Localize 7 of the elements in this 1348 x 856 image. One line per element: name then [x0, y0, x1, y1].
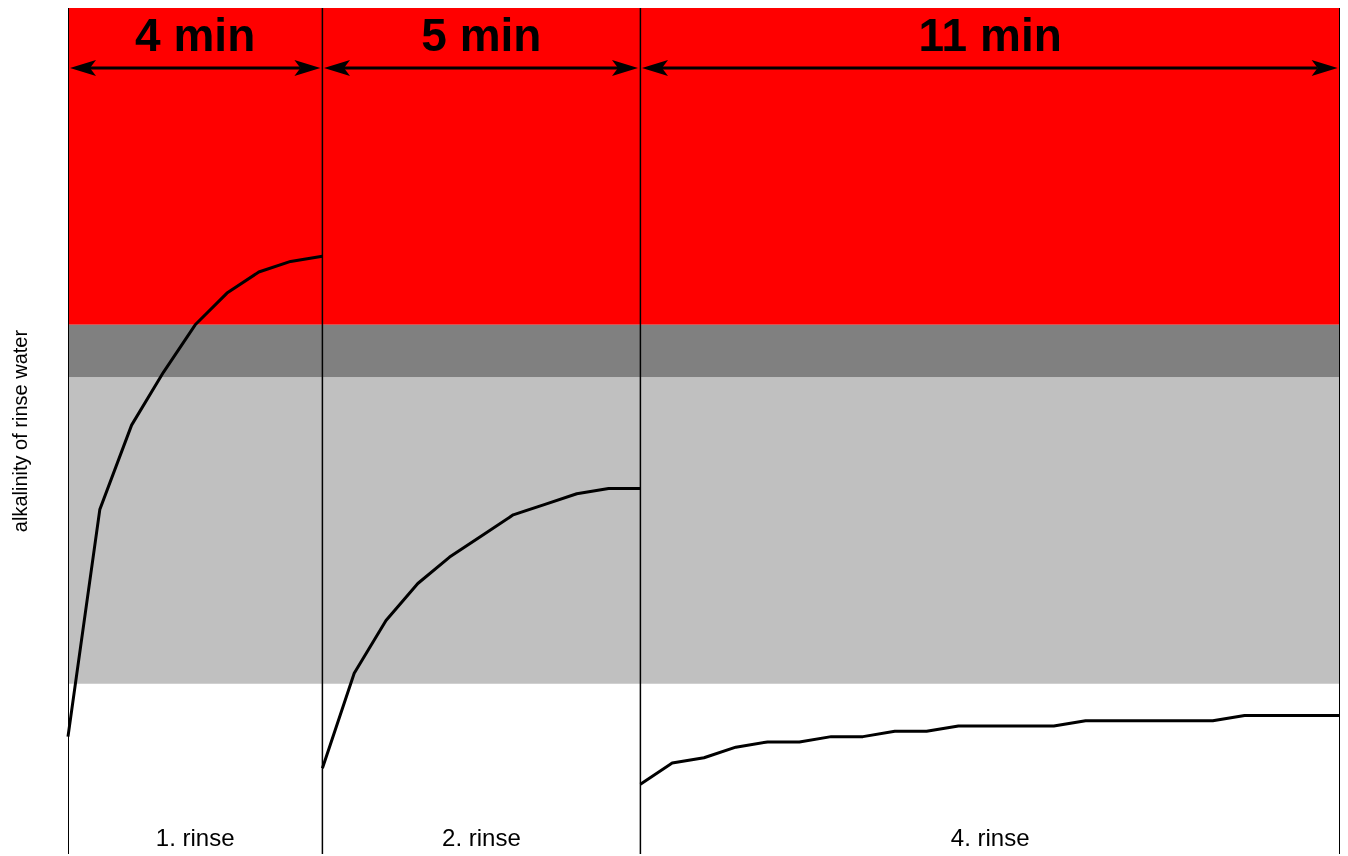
text: 2. rinse [441, 824, 522, 852]
y-axis-title: alkalinity of rinse water [8, 329, 32, 533]
text: 4 min [134, 8, 257, 62]
text: 11 min [917, 8, 1063, 62]
text: 5 min [420, 8, 543, 62]
text: 1. rinse [154, 824, 236, 852]
text: 4. rinse [949, 824, 1031, 852]
